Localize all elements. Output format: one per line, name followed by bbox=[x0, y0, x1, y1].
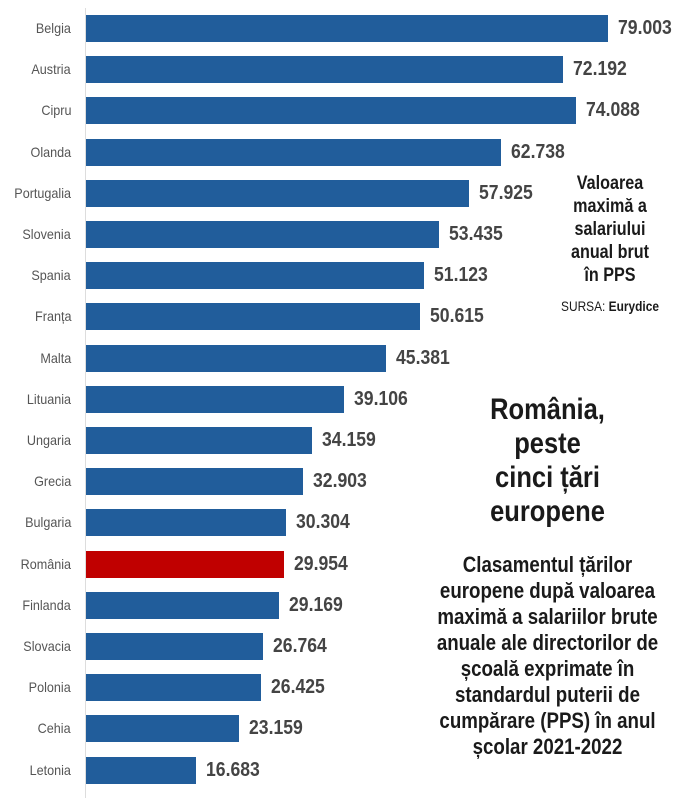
title-line: cinci țări bbox=[495, 461, 600, 494]
value-label: 32.903 bbox=[313, 470, 368, 493]
category-label: Bulgaria bbox=[24, 514, 71, 531]
value-label: 45.381 bbox=[395, 346, 450, 369]
bar bbox=[86, 715, 240, 743]
category-label: Grecia bbox=[33, 473, 71, 490]
category-label: Spania bbox=[31, 267, 71, 284]
value-label: 34.159 bbox=[321, 429, 376, 451]
category-label: Polonia bbox=[28, 679, 71, 696]
category-label: Olanda bbox=[30, 143, 71, 160]
category-label: Slovacia bbox=[23, 638, 71, 654]
bar bbox=[86, 262, 424, 290]
bar bbox=[86, 591, 279, 619]
category-label: Portugalia bbox=[14, 184, 71, 201]
subtitle-line: cumpărare (PPS) în anul bbox=[439, 708, 656, 733]
subtitle-line: Clasamentul țărilor bbox=[462, 552, 633, 577]
bar bbox=[86, 56, 563, 84]
chart-title: România, peste cinci țări europene bbox=[456, 393, 639, 529]
category-label: Ungaria bbox=[26, 432, 71, 448]
bar bbox=[86, 468, 304, 496]
category-label: Belgia bbox=[35, 20, 71, 36]
subtitle-line: maximă a salariilor brute bbox=[437, 604, 658, 629]
subtitle-line: anuale ale directorilor de bbox=[436, 630, 659, 655]
value-label: 50.615 bbox=[430, 305, 485, 328]
value-label: 79.003 bbox=[618, 17, 672, 39]
bar bbox=[86, 633, 263, 660]
note-line: salariului bbox=[574, 219, 646, 240]
subtitle-line: școlar 2021-2022 bbox=[472, 734, 623, 759]
value-label: 51.123 bbox=[433, 264, 488, 287]
source-label: SURSA: bbox=[561, 298, 606, 314]
bar bbox=[86, 427, 312, 454]
legend-note: Valoarea maximă a salariului anual brut … bbox=[555, 172, 666, 318]
bar bbox=[86, 344, 386, 372]
value-label: 72.192 bbox=[572, 58, 627, 81]
category-label: Lituania bbox=[26, 390, 71, 407]
source: SURSA: Eurydice bbox=[555, 295, 666, 318]
bar bbox=[86, 179, 469, 207]
category-label: Cehia bbox=[38, 720, 71, 737]
bar bbox=[86, 550, 284, 578]
title-line: peste bbox=[514, 427, 581, 460]
subtitle-line: europene după valoarea bbox=[439, 578, 656, 603]
value-label: 26.425 bbox=[270, 676, 325, 699]
category-label: România bbox=[20, 555, 71, 572]
category-label: Malta bbox=[40, 349, 71, 366]
bar bbox=[86, 674, 261, 702]
category-label: Finlanda bbox=[22, 596, 71, 613]
value-label: 29.169 bbox=[288, 593, 343, 616]
subtitle-line: standardul puterii de bbox=[455, 682, 640, 707]
bar bbox=[86, 756, 197, 784]
value-label: 30.304 bbox=[296, 511, 351, 534]
chart-subtitle: Clasamentul țărilor europene după valoar… bbox=[405, 552, 690, 760]
bar bbox=[86, 97, 576, 125]
note-line: anual brut bbox=[570, 242, 650, 263]
category-label: Slovenia bbox=[22, 226, 71, 242]
title-line: europene bbox=[490, 495, 605, 528]
value-label: 62.738 bbox=[510, 140, 565, 163]
value-label: 23.159 bbox=[249, 717, 303, 740]
subtitle-line: școală exprimate în bbox=[460, 656, 635, 681]
category-label: Franța bbox=[34, 308, 71, 325]
value-label: 74.088 bbox=[585, 99, 640, 122]
category-label: Letonia bbox=[29, 761, 71, 778]
bar bbox=[86, 385, 345, 413]
source-name: Eurydice bbox=[608, 298, 659, 314]
value-label: 29.954 bbox=[293, 552, 348, 575]
bar bbox=[86, 138, 501, 166]
value-label: 26.764 bbox=[272, 635, 327, 657]
value-label: 57.925 bbox=[478, 181, 533, 204]
value-label: 39.106 bbox=[354, 387, 409, 410]
value-label: 16.683 bbox=[206, 758, 261, 781]
bar bbox=[86, 15, 608, 42]
note-line: în PPS bbox=[584, 265, 636, 286]
bar bbox=[86, 221, 440, 248]
category-label: Cipru bbox=[40, 102, 71, 119]
value-label: 53.435 bbox=[449, 223, 503, 245]
bar bbox=[86, 303, 421, 331]
note-line: maximă a bbox=[573, 196, 647, 217]
y-axis-line bbox=[85, 8, 86, 798]
bar bbox=[86, 509, 287, 537]
note-line: Valoarea bbox=[576, 173, 644, 194]
title-line: România, bbox=[490, 393, 605, 426]
category-label: Austria bbox=[31, 61, 71, 78]
